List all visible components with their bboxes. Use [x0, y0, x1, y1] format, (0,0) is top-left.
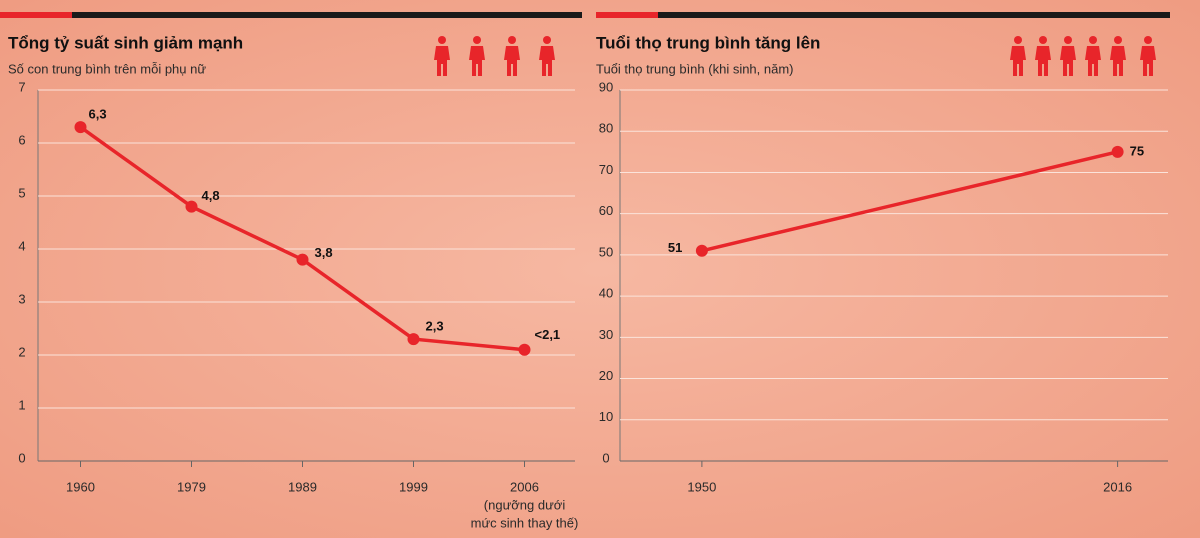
x-tick-label: 1979 [177, 479, 206, 494]
y-tick-label: 5 [18, 185, 25, 200]
data-label: 2,3 [426, 319, 444, 334]
data-label: 4,8 [202, 188, 220, 203]
point [185, 200, 198, 213]
y-tick-label: 60 [599, 203, 613, 218]
y-tick-label: 40 [599, 286, 613, 301]
x-tick-label: 2016 [1103, 479, 1132, 494]
data-label: <2,1 [535, 327, 561, 342]
point [695, 244, 708, 257]
line [701, 150, 1119, 253]
x-tick-label: 1989 [288, 479, 317, 494]
y-tick-label: 0 [18, 450, 25, 465]
x-tick-label: 1950 [687, 479, 716, 494]
point [518, 343, 531, 356]
y-tick-label: 6 [18, 132, 25, 147]
annotation: (ngưỡng dưới [484, 497, 566, 512]
x-tick-label: 2006 [510, 479, 539, 494]
data-label: 3,8 [315, 245, 333, 260]
y-tick-label: 10 [599, 409, 613, 424]
y-tick-label: 0 [602, 450, 609, 465]
top-bar [72, 12, 582, 18]
y-tick-label: 7 [18, 79, 25, 94]
y-tick-label: 3 [18, 291, 25, 306]
y-tick-label: 30 [599, 327, 613, 342]
chart-subtitle: Tuổi thọ trung bình (khi sinh, năm) [596, 61, 794, 76]
point [296, 253, 309, 266]
y-tick-label: 70 [599, 162, 613, 177]
annotation: mức sinh thay thế) [471, 515, 579, 530]
x-tick-label: 1999 [399, 479, 428, 494]
y-tick-label: 50 [599, 244, 613, 259]
top-bar-accent [596, 12, 658, 18]
x-tick-label: 1960 [66, 479, 95, 494]
data-label: 6,3 [89, 107, 107, 122]
y-tick-label: 20 [599, 368, 613, 383]
y-tick-label: 2 [18, 344, 25, 359]
chart-title: Tổng tỷ suất sinh giảm mạnh [8, 33, 243, 52]
chart-subtitle: Số con trung bình trên mỗi phụ nữ [8, 61, 206, 76]
y-tick-label: 80 [599, 121, 613, 136]
point [1111, 145, 1124, 158]
y-tick-label: 90 [599, 79, 613, 94]
point [74, 121, 87, 134]
data-label: 75 [1130, 143, 1144, 158]
chart-title: Tuổi thọ trung bình tăng lên [596, 33, 820, 52]
top-bar [658, 12, 1170, 18]
top-bar-accent [0, 12, 72, 18]
data-label: 51 [668, 240, 682, 255]
y-tick-label: 4 [18, 238, 25, 253]
point [407, 333, 420, 346]
y-tick-label: 1 [18, 397, 25, 412]
